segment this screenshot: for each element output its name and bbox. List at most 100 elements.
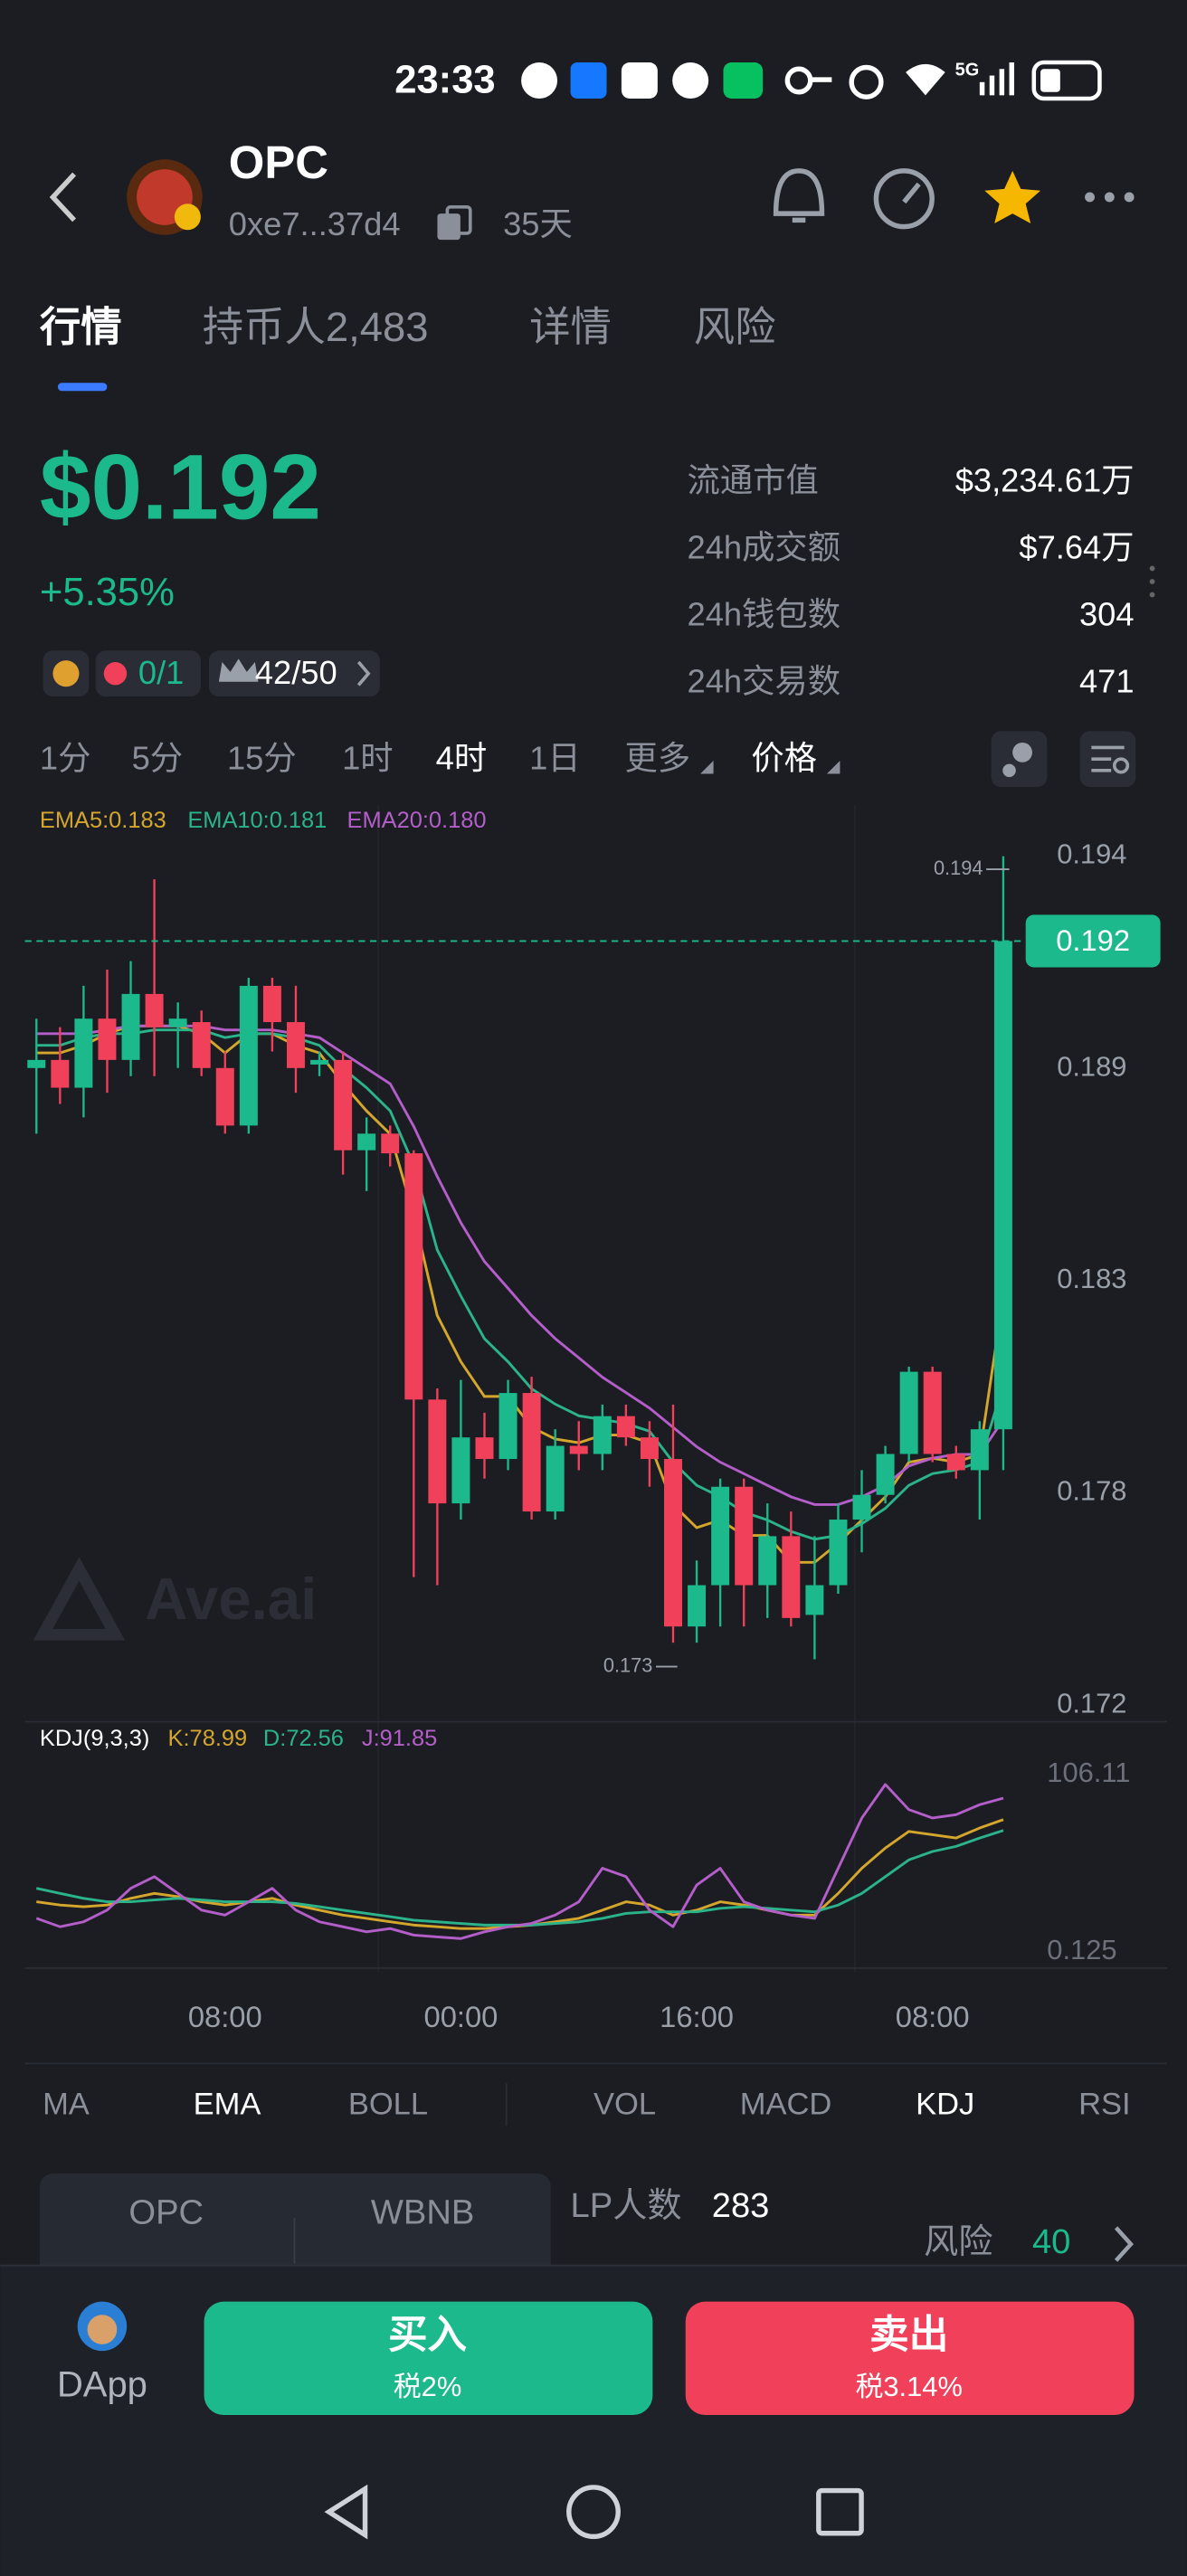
last-price-label: 0.192 [1056, 923, 1130, 957]
candle-body [993, 941, 1012, 1430]
nav-bar[interactable] [324, 2484, 864, 2540]
sell-button[interactable] [685, 2301, 1135, 2415]
interval-option[interactable]: 价格 [751, 740, 817, 777]
risk-arrow[interactable] [1114, 2226, 1134, 2262]
candle-body [970, 1429, 989, 1471]
token-age: 35天 [503, 205, 573, 242]
interval-option[interactable]: 1时 [342, 740, 394, 777]
indicator-tab[interactable]: VOL [594, 2088, 656, 2122]
indicator-tab[interactable]: MACD [740, 2088, 832, 2122]
y-tick-label: 0.125 [1047, 1934, 1116, 1965]
candle-body [923, 1371, 942, 1454]
candle-body [688, 1585, 707, 1627]
token-logo [127, 159, 203, 235]
tab[interactable]: 行情 [40, 304, 122, 350]
candle-body [593, 1416, 612, 1454]
risk-label: 风险 [924, 2222, 992, 2261]
legend-entry: J:91.85 [362, 1726, 437, 1751]
interval-option[interactable]: 更多 [625, 740, 691, 777]
candle-body [215, 1067, 234, 1126]
status-time: 23:33 [394, 58, 495, 101]
watermark: Ave.ai [145, 1566, 317, 1632]
gauge-icon[interactable] [873, 168, 935, 230]
candle-body [758, 1536, 777, 1586]
indicator-tab[interactable]: EMA [194, 2088, 261, 2122]
candle-body [475, 1437, 494, 1460]
stat-value: $3,234.61万 [955, 462, 1135, 499]
candle-body [381, 1133, 400, 1154]
dapp-label[interactable]: DApp [57, 2365, 147, 2405]
stat-value: 304 [1079, 595, 1135, 632]
lp-label: LP人数 [571, 2186, 682, 2225]
favorite-star[interactable] [984, 170, 1041, 224]
x-tick-label: 00:00 [424, 2000, 499, 2033]
y-tick-label: 0.178 [1057, 1475, 1126, 1507]
x-tick-label: 16:00 [660, 2000, 734, 2033]
dapp-icon[interactable] [77, 2301, 128, 2352]
sell-label[interactable]: 卖出 [869, 2314, 948, 2357]
badge-text[interactable]: 42/50 [255, 654, 337, 691]
candle-body [782, 1536, 801, 1618]
watermark-logo [33, 1557, 126, 1641]
interval-option[interactable]: 5分 [132, 740, 184, 777]
candle-body [899, 1371, 918, 1454]
interval-option[interactable]: 4时 [436, 740, 488, 777]
stat-value: $7.64万 [1019, 529, 1134, 566]
tab[interactable]: 详情 [529, 304, 612, 350]
stat-label: 流通市值 [688, 462, 819, 499]
more-icon[interactable] [1085, 192, 1135, 203]
candle-body [569, 1445, 588, 1454]
candle-body [98, 1018, 117, 1060]
x-tick-label: 08:00 [188, 2000, 262, 2033]
candle-body [640, 1437, 659, 1460]
badge-text: 0/1 [138, 654, 184, 691]
candle-body [262, 985, 281, 1023]
indicator-tab[interactable]: BOLL [348, 2088, 428, 2122]
legend-entry: EMA10:0.181 [187, 808, 327, 833]
candle-body [286, 1022, 305, 1068]
buy-button[interactable] [204, 2301, 653, 2415]
bell-icon[interactable] [773, 168, 825, 223]
stat-label: 24h成交额 [688, 529, 841, 566]
price-change: +5.35% [40, 571, 175, 614]
candle-body [546, 1445, 565, 1512]
chart-tools[interactable] [991, 731, 1136, 788]
kdj-line [35, 1783, 1004, 1940]
price: $0.192 [40, 436, 321, 539]
candle-body [522, 1393, 541, 1512]
interval-option[interactable]: 1分 [40, 740, 91, 777]
interval-option[interactable]: 1日 [529, 740, 581, 777]
x-tick-label: 08:00 [896, 2000, 970, 2033]
stat-label: 24h钱包数 [688, 595, 841, 632]
candle-body [310, 1059, 329, 1065]
tab[interactable]: 风险 [694, 304, 776, 350]
pool-token: WBNB [371, 2192, 474, 2231]
y-tick-label: 0.189 [1057, 1050, 1126, 1082]
high-marker: 0.194 [934, 857, 983, 879]
y-tick-label: 106.11 [1047, 1757, 1130, 1788]
candle-body [428, 1399, 447, 1504]
badges [43, 650, 380, 697]
candle-body [51, 1059, 70, 1088]
indicator-tab[interactable]: MA [43, 2088, 90, 2122]
candle-body [616, 1416, 635, 1438]
indicator-tab[interactable]: KDJ [916, 2088, 974, 2122]
candle-body [168, 1018, 187, 1028]
copy-icon[interactable] [437, 205, 472, 241]
token-address: 0xe7...37d4 [229, 205, 401, 242]
side-handle [1149, 565, 1155, 598]
last-price-tag [1025, 914, 1161, 968]
back-button[interactable] [49, 172, 77, 223]
indicator-tab[interactable]: RSI [1078, 2088, 1131, 2122]
interval-option[interactable]: 15分 [227, 740, 297, 777]
tab[interactable]: 持币人2,483 [203, 304, 429, 350]
candle-body [805, 1585, 824, 1615]
candle-body [27, 1059, 46, 1068]
legend-entry: EMA20:0.180 [347, 808, 487, 833]
buy-label[interactable]: 买入 [388, 2314, 467, 2357]
sell-tax: 税3.14% [856, 2371, 963, 2402]
candle-body [946, 1454, 965, 1471]
